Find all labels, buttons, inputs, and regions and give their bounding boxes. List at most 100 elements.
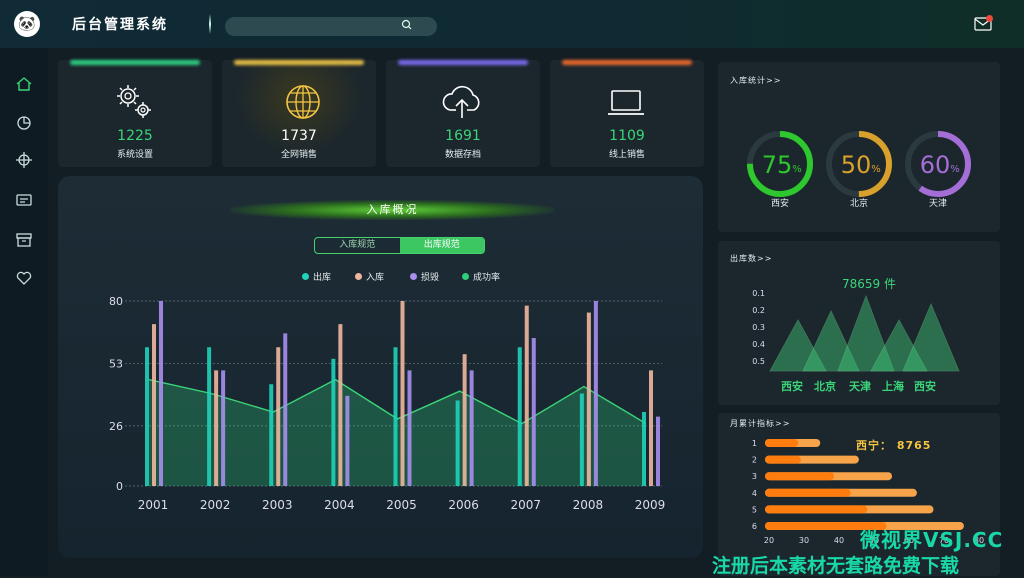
y-tick-label: 80 <box>109 295 123 308</box>
divider <box>209 14 211 34</box>
ring-label: 天津 <box>929 198 947 209</box>
ring-value: 75 <box>762 151 793 179</box>
city-label: 北京 <box>814 379 836 393</box>
ring-value: 50 <box>841 151 872 179</box>
ring-value: 60 <box>920 151 951 179</box>
row-label: 3 <box>752 472 757 481</box>
crosshair-icon[interactable] <box>15 151 33 169</box>
search-input[interactable] <box>225 17 437 36</box>
x-tick-label: 2006 <box>448 498 479 512</box>
stat-card-settings[interactable]: 1225 系统设置 <box>58 60 212 167</box>
archive-icon[interactable] <box>15 231 33 249</box>
message-icon[interactable] <box>15 192 33 210</box>
toggle-outbound[interactable]: 出库规范 <box>399 238 484 253</box>
bar <box>152 324 156 486</box>
row-label: 6 <box>752 522 757 531</box>
app-title: 后台管理系统 <box>72 17 168 33</box>
main-chart-title: 入库概况 <box>230 200 555 220</box>
x-tick-label: 2008 <box>573 498 604 512</box>
outbound-card: 出库数>> <box>718 241 1000 405</box>
top-bar <box>0 0 1024 48</box>
bar <box>331 358 336 486</box>
x-tick-label: 2007 <box>510 498 541 512</box>
y-tick-label: 0.4 <box>752 340 765 349</box>
ring-progress <box>747 131 813 197</box>
toggle-inbound[interactable]: 入库规范 <box>339 240 376 250</box>
city-label: 天津 <box>849 379 871 393</box>
gear-icon <box>117 85 151 118</box>
bar <box>649 370 653 486</box>
pie-chart-icon[interactable] <box>15 113 33 131</box>
bar-part <box>765 505 868 514</box>
mountain-peak <box>870 319 928 372</box>
bar-part <box>765 522 887 530</box>
ring-label: 西安 <box>771 197 789 209</box>
monthly-highlight: 西宁： 8765 <box>856 439 932 452</box>
stat-value: 1737 <box>281 128 317 144</box>
bar <box>469 370 474 486</box>
globe-icon <box>286 85 320 119</box>
stat-card-sales[interactable]: 1737 全网销售 <box>222 60 376 167</box>
y-tick-label: 0.2 <box>752 306 765 315</box>
bar <box>393 347 398 486</box>
ring-unit: % <box>871 164 881 175</box>
outbound-total: 78659 件 <box>842 277 896 291</box>
bar <box>283 333 288 486</box>
legend-item: 成功率 <box>462 270 500 283</box>
bar <box>656 416 660 486</box>
y-tick-label: 0.1 <box>752 289 765 298</box>
y-tick-label: 53 <box>109 357 123 370</box>
row-label: 4 <box>752 489 757 498</box>
bar <box>145 347 149 486</box>
x-tick-label: 60 <box>904 536 914 545</box>
x-tick-label: 70 <box>939 536 949 545</box>
notification-badge <box>986 15 993 22</box>
legend-dot <box>410 273 417 280</box>
search-icon[interactable] <box>400 18 414 32</box>
bar <box>579 393 584 486</box>
panda-logo-icon: 🐼 <box>14 11 40 37</box>
legend-dot <box>355 273 362 280</box>
x-tick-label: 20 <box>764 536 774 545</box>
bar <box>593 301 598 486</box>
bar-part <box>765 455 801 464</box>
bar <box>524 305 529 486</box>
chart-toggle: 入库规范 出库规范 <box>314 237 485 254</box>
x-tick-label: 40 <box>834 536 844 545</box>
bar <box>407 370 412 486</box>
bar <box>642 412 646 486</box>
city-label: 西安 <box>914 379 936 393</box>
heart-icon[interactable] <box>15 269 33 287</box>
legend-label: 出库 <box>313 273 332 283</box>
bar <box>214 370 219 486</box>
x-tick-label: 2009 <box>635 498 666 512</box>
legend-label: 成功率 <box>473 273 501 283</box>
mountain-peak <box>837 294 895 372</box>
stat-label: 线上销售 <box>608 150 645 160</box>
bar <box>269 384 274 486</box>
bar <box>517 347 522 486</box>
mountain-peak <box>802 310 860 372</box>
bar <box>276 347 281 486</box>
inbound-title: 入库统计>> <box>730 76 782 85</box>
legend-item: 出库 <box>302 270 331 283</box>
card-glow <box>562 60 692 65</box>
x-tick-label: 80 <box>974 536 984 545</box>
row-label: 1 <box>752 439 757 448</box>
stat-card-online[interactable]: 1109 线上销售 <box>550 60 704 167</box>
y-tick-label: 0 <box>116 480 123 493</box>
stat-value: 1109 <box>609 128 645 144</box>
bar <box>462 354 467 486</box>
stat-value: 1225 <box>117 128 153 144</box>
bar <box>207 347 212 486</box>
x-tick-label: 2001 <box>138 498 169 512</box>
y-tick-label: 0.3 <box>752 323 765 332</box>
bar <box>531 338 536 486</box>
home-icon[interactable] <box>15 75 33 93</box>
ring-label: 北京 <box>850 197 868 209</box>
card-glow <box>398 60 528 65</box>
stat-value: 1691 <box>445 128 481 144</box>
stat-card-archive[interactable]: 1691 数据存档 <box>386 60 540 167</box>
